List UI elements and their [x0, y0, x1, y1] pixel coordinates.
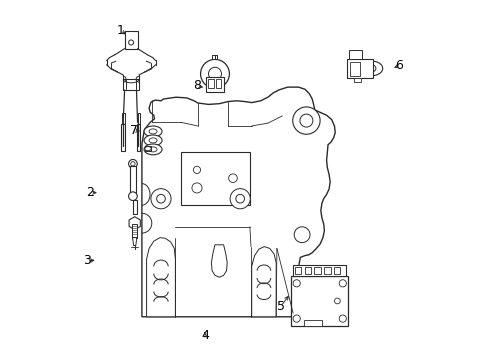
Ellipse shape: [149, 138, 157, 143]
Bar: [122, 113, 125, 124]
Circle shape: [193, 166, 200, 174]
Circle shape: [208, 67, 221, 80]
Polygon shape: [146, 238, 175, 317]
Circle shape: [292, 280, 300, 287]
Circle shape: [128, 159, 137, 168]
Circle shape: [230, 189, 250, 209]
Circle shape: [128, 192, 137, 201]
Bar: [129, 166, 136, 196]
Bar: [348, 50, 361, 59]
Bar: [324, 267, 330, 274]
Bar: [137, 124, 140, 151]
Text: 1: 1: [116, 24, 124, 37]
Bar: [132, 200, 137, 214]
Bar: [294, 267, 301, 274]
Ellipse shape: [144, 126, 162, 137]
Bar: [212, 55, 217, 59]
Polygon shape: [129, 217, 140, 230]
Polygon shape: [132, 238, 137, 246]
Bar: [291, 276, 347, 326]
Circle shape: [334, 298, 340, 304]
Circle shape: [228, 174, 237, 183]
Text: 4: 4: [201, 329, 208, 342]
Ellipse shape: [365, 64, 375, 72]
Bar: [349, 62, 360, 76]
Bar: [303, 320, 321, 326]
Bar: [123, 79, 139, 90]
Circle shape: [156, 194, 165, 203]
Bar: [292, 265, 346, 276]
Bar: [346, 59, 372, 78]
Circle shape: [128, 40, 133, 45]
Circle shape: [299, 114, 312, 127]
Text: 3: 3: [82, 255, 91, 267]
Bar: [314, 267, 320, 274]
Bar: [205, 77, 224, 92]
Polygon shape: [211, 245, 227, 277]
Circle shape: [151, 189, 171, 209]
Text: 2: 2: [86, 186, 94, 199]
Bar: [333, 267, 340, 274]
Bar: [215, 79, 220, 88]
Circle shape: [235, 194, 244, 203]
Bar: [208, 79, 213, 88]
Circle shape: [294, 227, 309, 243]
Bar: [137, 113, 140, 124]
Circle shape: [339, 315, 346, 322]
Ellipse shape: [144, 144, 162, 155]
Ellipse shape: [149, 129, 157, 134]
Circle shape: [292, 315, 300, 322]
Circle shape: [192, 183, 202, 193]
Text: 7: 7: [129, 124, 137, 137]
Ellipse shape: [358, 61, 382, 76]
Bar: [181, 152, 249, 205]
Circle shape: [200, 59, 229, 88]
Bar: [124, 31, 137, 49]
Text: 5: 5: [276, 300, 284, 313]
Bar: [304, 267, 310, 274]
Ellipse shape: [144, 147, 151, 151]
Bar: [132, 224, 137, 238]
Bar: [354, 78, 360, 82]
Text: 6: 6: [395, 59, 403, 72]
Polygon shape: [251, 247, 276, 317]
Bar: [121, 124, 125, 151]
Polygon shape: [142, 87, 335, 317]
Bar: [144, 146, 151, 151]
Circle shape: [292, 107, 320, 134]
Text: 8: 8: [193, 79, 201, 92]
Ellipse shape: [144, 135, 162, 146]
Ellipse shape: [149, 147, 157, 152]
Circle shape: [130, 162, 135, 166]
Circle shape: [339, 280, 346, 287]
